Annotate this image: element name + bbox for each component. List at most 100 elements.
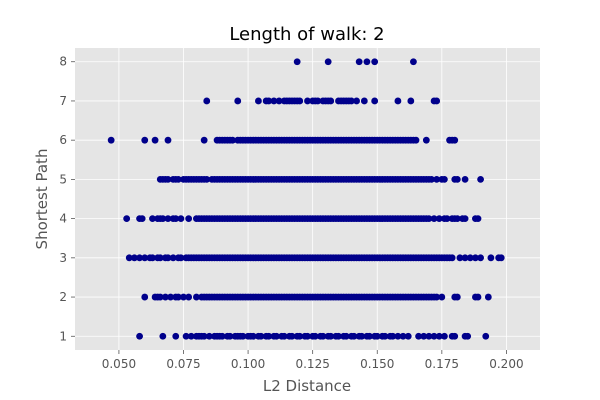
- data-point: [420, 332, 428, 340]
- data-point: [159, 332, 167, 340]
- data-point: [482, 332, 490, 340]
- data-point: [327, 97, 335, 105]
- data-point: [425, 215, 433, 223]
- data-point: [335, 332, 342, 340]
- data-point: [125, 254, 133, 262]
- y-axis: 1 2 3 4 5 6 7 8: [59, 55, 75, 343]
- data-point: [363, 58, 371, 66]
- y-tick-label: 2: [59, 290, 67, 304]
- data-point: [123, 215, 131, 223]
- data-point: [410, 58, 417, 66]
- data-point: [172, 332, 180, 340]
- y-axis-label: Shortest Path: [33, 149, 51, 250]
- data-point: [234, 97, 242, 105]
- data-point: [172, 215, 180, 223]
- data-point: [451, 332, 459, 340]
- data-point: [164, 215, 172, 223]
- data-point: [255, 97, 262, 105]
- x-tick-label: 0.175: [425, 357, 459, 371]
- data-point: [360, 97, 368, 105]
- data-point: [141, 254, 149, 262]
- data-point: [159, 215, 167, 223]
- data-point: [265, 97, 273, 105]
- data-point: [422, 136, 430, 144]
- data-point: [203, 175, 211, 183]
- data-point: [394, 332, 402, 340]
- data-point: [185, 293, 193, 301]
- chart-title: Length of walk: 2: [229, 24, 384, 45]
- data-point: [314, 97, 322, 105]
- y-tick-label: 8: [59, 55, 67, 69]
- data-point: [180, 293, 187, 301]
- data-point: [430, 215, 438, 223]
- data-point: [477, 254, 484, 262]
- data-point: [270, 97, 278, 105]
- data-point: [484, 293, 492, 301]
- data-point: [136, 332, 143, 340]
- data-point: [425, 332, 433, 340]
- data-point: [203, 97, 211, 105]
- data-point: [273, 332, 280, 340]
- data-point: [167, 293, 174, 301]
- x-tick-label: 0.100: [231, 357, 265, 371]
- y-tick-label: 5: [59, 172, 67, 186]
- data-point: [177, 215, 185, 223]
- x-tick-label: 0.150: [360, 357, 394, 371]
- data-point: [430, 332, 438, 340]
- data-point: [164, 175, 172, 183]
- data-point: [433, 175, 441, 183]
- data-point: [461, 175, 469, 183]
- x-axis: 0.050 0.075 0.100 0.125 0.150 0.175 0.200: [102, 350, 524, 371]
- y-tick-label: 1: [59, 329, 67, 343]
- data-point: [373, 332, 381, 340]
- data-point: [200, 136, 208, 144]
- data-point: [280, 332, 288, 340]
- data-point: [200, 332, 208, 340]
- data-point: [304, 332, 311, 340]
- y-tick-label: 3: [59, 251, 67, 265]
- data-point: [182, 332, 190, 340]
- data-point: [265, 332, 273, 340]
- y-tick-label: 4: [59, 212, 67, 226]
- data-point: [461, 215, 469, 223]
- data-point: [451, 136, 459, 144]
- data-point: [177, 254, 185, 262]
- data-point: [472, 254, 479, 262]
- data-point: [389, 332, 397, 340]
- data-point: [350, 332, 358, 340]
- data-point: [187, 332, 195, 340]
- data-point: [156, 254, 164, 262]
- data-point: [239, 332, 247, 340]
- data-point: [412, 136, 420, 144]
- x-tick-label: 0.050: [102, 357, 136, 371]
- data-point: [275, 97, 283, 105]
- data-point: [342, 332, 350, 340]
- data-point: [193, 293, 200, 301]
- data-point: [107, 136, 115, 144]
- data-point: [448, 254, 456, 262]
- data-point: [324, 58, 332, 66]
- data-point: [371, 97, 379, 105]
- data-point: [441, 332, 448, 340]
- data-point: [428, 175, 435, 183]
- x-axis-label: L2 Distance: [263, 377, 351, 395]
- data-point: [226, 332, 234, 340]
- data-point: [205, 332, 213, 340]
- data-point: [453, 215, 461, 223]
- data-point: [218, 332, 226, 340]
- data-point: [136, 254, 143, 262]
- data-point: [435, 215, 443, 223]
- data-point: [497, 254, 505, 262]
- data-point: [327, 332, 335, 340]
- data-point: [355, 58, 363, 66]
- data-point: [381, 332, 389, 340]
- x-tick-label: 0.200: [489, 357, 523, 371]
- data-point: [319, 332, 327, 340]
- data-point: [185, 215, 193, 223]
- data-point: [474, 293, 482, 301]
- data-point: [169, 254, 177, 262]
- data-point: [304, 97, 311, 105]
- data-point: [288, 332, 296, 340]
- data-point: [174, 293, 182, 301]
- data-point: [433, 97, 441, 105]
